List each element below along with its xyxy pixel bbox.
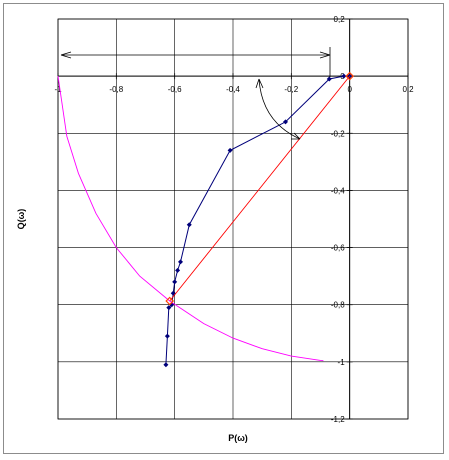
x-tick-label: 0,2 <box>402 85 414 94</box>
x-tick-label: -0,6 <box>168 85 182 94</box>
x-tick-label: -0,2 <box>284 85 298 94</box>
chart-frame: -1-0,8-0,6-0,4-0,200,20,20-0,2-0,4-0,6-0… <box>3 3 444 454</box>
y-axis-title: Q(ω) <box>16 209 26 230</box>
x-axis-title: P(ω) <box>228 433 248 443</box>
x-tick-label: -0,4 <box>226 85 240 94</box>
y-tick-label: -1,2 <box>331 415 345 424</box>
y-tick-label: -0,6 <box>331 244 345 253</box>
y-tick-label: 0,2 <box>334 15 346 24</box>
x-tick-label: 0 <box>347 85 352 94</box>
y-tick-label: -0,8 <box>331 301 345 310</box>
x-tick-label: -0,8 <box>109 85 123 94</box>
y-tick-label: -1 <box>338 358 346 367</box>
y-tick-label: -0,2 <box>331 129 345 138</box>
y-tick-label: -0,4 <box>331 186 345 195</box>
nyquist-chart: -1-0,8-0,6-0,4-0,200,20,20-0,2-0,4-0,6-0… <box>4 4 445 455</box>
x-tick-label: -1 <box>54 85 62 94</box>
